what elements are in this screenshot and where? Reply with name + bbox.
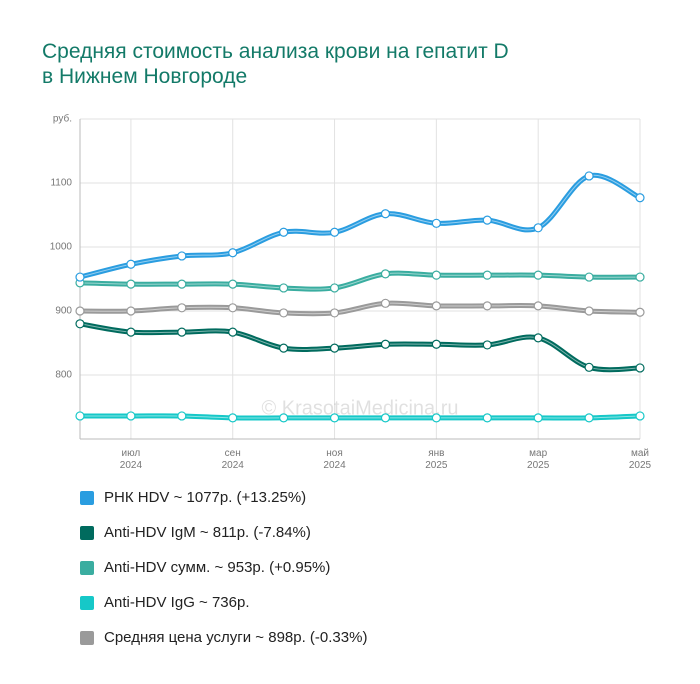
data-point <box>635 272 645 282</box>
legend-label: Anti-HDV IgG ~ 736р. <box>104 594 250 611</box>
data-point <box>228 279 238 289</box>
data-point <box>635 193 645 203</box>
data-point <box>533 301 543 311</box>
y-tick-label: 1000 <box>50 242 73 253</box>
data-point <box>533 413 543 423</box>
legend-swatch <box>80 526 94 540</box>
y-tick-label: 800 <box>55 370 72 381</box>
data-point <box>279 283 289 293</box>
data-point <box>533 333 543 343</box>
legend-label: Anti-HDV IgM ~ 811р. (-7.84%) <box>104 524 311 541</box>
x-tick-label: сен 2024 <box>222 448 245 471</box>
data-point <box>177 411 187 421</box>
data-point <box>126 306 136 316</box>
data-point <box>380 413 391 423</box>
legend-label: РНК HDV ~ 1077р. (+13.25%) <box>104 489 306 506</box>
chart-title: Средняя стоимость анализа крови на гепат… <box>42 40 509 88</box>
legend-swatch <box>80 491 94 505</box>
data-point <box>584 306 594 316</box>
data-point <box>126 411 136 421</box>
data-point <box>635 411 645 421</box>
data-point <box>279 227 289 237</box>
data-point <box>177 251 187 261</box>
data-point <box>482 270 492 280</box>
legend-swatch <box>80 561 94 575</box>
data-point <box>431 270 441 280</box>
x-tick-label: мар 2025 <box>527 448 550 471</box>
data-point <box>279 308 289 318</box>
data-point <box>635 307 645 317</box>
data-point <box>228 413 238 423</box>
data-point <box>533 270 543 280</box>
data-point <box>279 413 289 423</box>
data-point <box>431 218 441 228</box>
data-point <box>533 223 543 233</box>
data-point <box>584 171 594 181</box>
data-point <box>75 272 85 282</box>
y-tick-label: 900 <box>55 306 72 317</box>
data-point <box>126 327 136 337</box>
data-point <box>329 283 340 293</box>
data-point <box>177 327 187 337</box>
data-point <box>635 363 645 373</box>
legend-label: Anti-HDV сумм. ~ 953р. (+0.95%) <box>104 559 330 576</box>
data-point <box>177 303 187 313</box>
data-point <box>431 301 441 311</box>
data-point <box>126 279 136 289</box>
x-tick-label: ноя 2024 <box>323 448 346 471</box>
data-point <box>279 343 289 353</box>
data-point <box>177 279 187 289</box>
data-point <box>482 413 492 423</box>
data-point <box>431 339 441 349</box>
data-point <box>584 413 594 423</box>
data-point <box>380 269 391 279</box>
series-line-highlight <box>79 174 641 278</box>
data-point <box>75 306 85 316</box>
data-point <box>329 343 340 353</box>
data-point <box>584 362 594 372</box>
legend-swatch <box>80 596 94 610</box>
data-point <box>482 301 492 311</box>
x-tick-label: май 2025 <box>629 448 652 471</box>
data-point <box>228 303 238 313</box>
data-point <box>584 272 594 282</box>
data-point <box>228 327 238 337</box>
data-point <box>482 340 492 350</box>
legend-label: Средняя цена услуги ~ 898р. (-0.33%) <box>104 629 367 646</box>
x-tick-label: июл 2024 <box>120 448 143 471</box>
data-point <box>75 319 85 329</box>
series-line-highlight <box>79 272 641 290</box>
legend-swatch <box>80 631 94 645</box>
data-point <box>380 209 391 219</box>
data-point <box>482 215 492 225</box>
data-point <box>380 298 391 308</box>
series-line <box>77 172 643 280</box>
data-point <box>329 308 340 318</box>
data-point <box>329 227 340 237</box>
data-point <box>228 248 238 258</box>
data-point <box>126 259 136 269</box>
data-point <box>380 339 391 349</box>
data-point <box>75 411 85 421</box>
y-tick-label: руб. <box>53 113 72 125</box>
x-tick-label: янв 2025 <box>425 448 448 471</box>
watermark: © KrasotaiMedicina.ru <box>261 397 458 419</box>
data-point <box>329 413 340 423</box>
y-tick-label: 1100 <box>50 178 72 189</box>
data-point <box>431 413 441 423</box>
